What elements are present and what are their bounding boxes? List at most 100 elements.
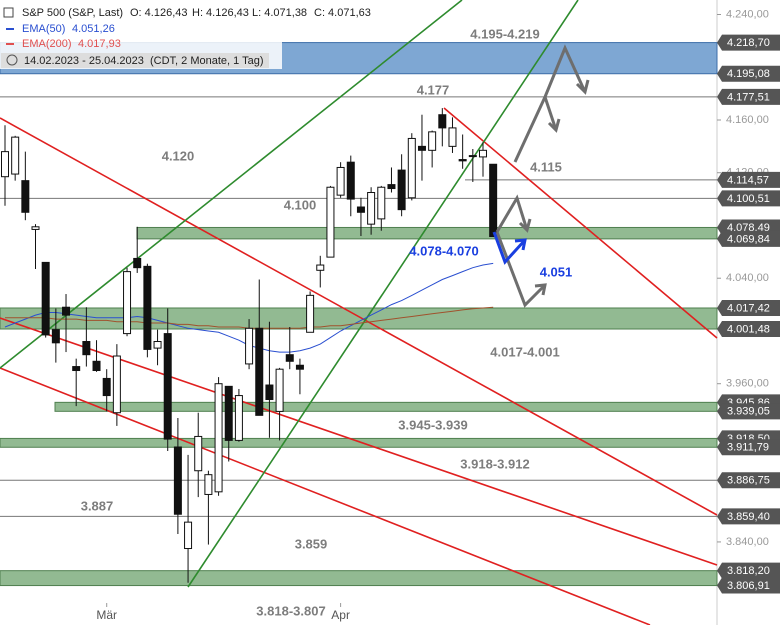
trend-line — [0, 367, 651, 625]
clock-icon — [6, 54, 18, 66]
candle-body — [448, 127, 457, 147]
zone — [54, 401, 718, 412]
candle-body — [377, 186, 386, 220]
annotation: 4.177 — [417, 82, 450, 97]
zone — [136, 226, 718, 240]
candle-body — [478, 149, 487, 158]
price-box — [717, 472, 780, 489]
annotation: 4.195-4.219 — [470, 26, 539, 41]
arrow-head — [575, 79, 590, 95]
price-box — [717, 299, 780, 316]
candle-body — [102, 377, 111, 397]
annotation: 4.115 — [530, 159, 562, 174]
candle-body — [194, 435, 203, 472]
forecast-arrows — [492, 44, 590, 308]
annotation: 3.887 — [81, 498, 114, 513]
price-box — [717, 34, 780, 51]
price-box — [717, 439, 780, 456]
candle-body — [184, 521, 193, 550]
candle-body — [346, 161, 355, 200]
instrument: S&P 500 (S&P, Last) — [22, 7, 123, 19]
price-label: 4.100,51 — [727, 193, 770, 205]
y-tick-label: 4.160,00 — [726, 114, 769, 126]
date-range: 14.02.2023 - 25.04.2023 — [24, 55, 144, 67]
price-box — [717, 230, 780, 247]
arrow-head — [514, 238, 527, 251]
candle-body — [143, 265, 152, 350]
candle-body — [163, 333, 172, 440]
arrow-head — [518, 218, 532, 233]
trend-line — [0, 117, 718, 516]
y-tick-label: 3.960,00 — [726, 378, 769, 390]
candle-body — [356, 206, 365, 213]
y-tick-label: 3.840,00 — [726, 536, 769, 548]
annotation: 3.818-3.807 — [256, 603, 325, 618]
legend-value: 4.051,26 — [72, 23, 115, 35]
candle-body — [92, 360, 101, 372]
price-label: 4.069,84 — [727, 233, 770, 245]
price-label: 3.859,40 — [727, 511, 770, 523]
annotation: 4.120 — [162, 148, 195, 163]
candle-body — [316, 264, 325, 271]
candle-body — [255, 327, 264, 416]
candle-body — [265, 384, 274, 401]
price-label: 4.114,57 — [727, 174, 769, 186]
candle-body — [224, 385, 233, 441]
range-box — [1, 53, 269, 68]
ohlc-close: C: 4.071,63 — [314, 7, 371, 19]
forecast-arrow — [492, 231, 527, 265]
price-label: 3.818,20 — [727, 565, 770, 577]
candle-body — [72, 366, 81, 372]
y-tick-label: 4.040,00 — [726, 272, 769, 284]
candle-body — [417, 145, 426, 151]
zone — [0, 437, 718, 448]
trend-line — [443, 107, 718, 339]
legend-name: EMA(50) — [22, 23, 65, 35]
annotation: 3.918-3.912 — [460, 456, 529, 471]
x-tick-label: Mär — [96, 608, 117, 622]
candle-body — [51, 329, 60, 344]
candle-body — [285, 354, 294, 362]
candle-body — [41, 261, 50, 336]
price-box — [717, 562, 780, 579]
zone — [0, 307, 718, 330]
price-label: 3.939,05 — [727, 406, 770, 418]
price-label: 4.218,70 — [727, 37, 770, 49]
candle-body — [204, 474, 213, 495]
zone — [0, 570, 718, 587]
price-box — [717, 508, 780, 525]
candle-body — [326, 186, 335, 258]
price-label: 3.911,79 — [727, 442, 769, 454]
x-tick-label: Apr — [331, 608, 350, 622]
candle-body — [306, 294, 315, 333]
annotation: 4.100 — [284, 197, 317, 212]
price-label: 4.195,08 — [727, 68, 770, 80]
candle-body — [295, 364, 304, 370]
candle-body — [153, 341, 162, 349]
price-box — [717, 88, 780, 105]
candle-body — [1, 151, 9, 178]
candle-body — [112, 355, 121, 414]
candle-body — [489, 163, 498, 238]
candle-body — [62, 306, 71, 316]
annotation: 4.051 — [540, 264, 573, 279]
candle-body — [11, 136, 20, 175]
candle-body — [245, 327, 254, 365]
annotation: 4.017-4.001 — [490, 344, 559, 359]
ohlc-low: L: 4.071,38 — [252, 7, 307, 19]
candle-body — [438, 114, 447, 129]
legend-value: 4.017,93 — [78, 38, 121, 50]
candle-body — [275, 368, 284, 412]
candle-body — [133, 257, 142, 269]
candle-body — [397, 169, 406, 211]
arrow-head — [547, 118, 561, 133]
trend-lines — [0, 0, 718, 625]
price-box — [717, 577, 780, 594]
annotation: 4.078-4.070 — [409, 243, 478, 258]
price-box — [717, 190, 780, 207]
trend-line — [0, 0, 463, 369]
forecast-arrow — [543, 96, 558, 131]
candles-layer — [1, 108, 498, 583]
legend: S&P 500 (S&P, Last) O: 4.126,43 H: 4.126… — [0, 3, 371, 69]
ohlc-open: O: 4.126,43 — [130, 7, 188, 19]
